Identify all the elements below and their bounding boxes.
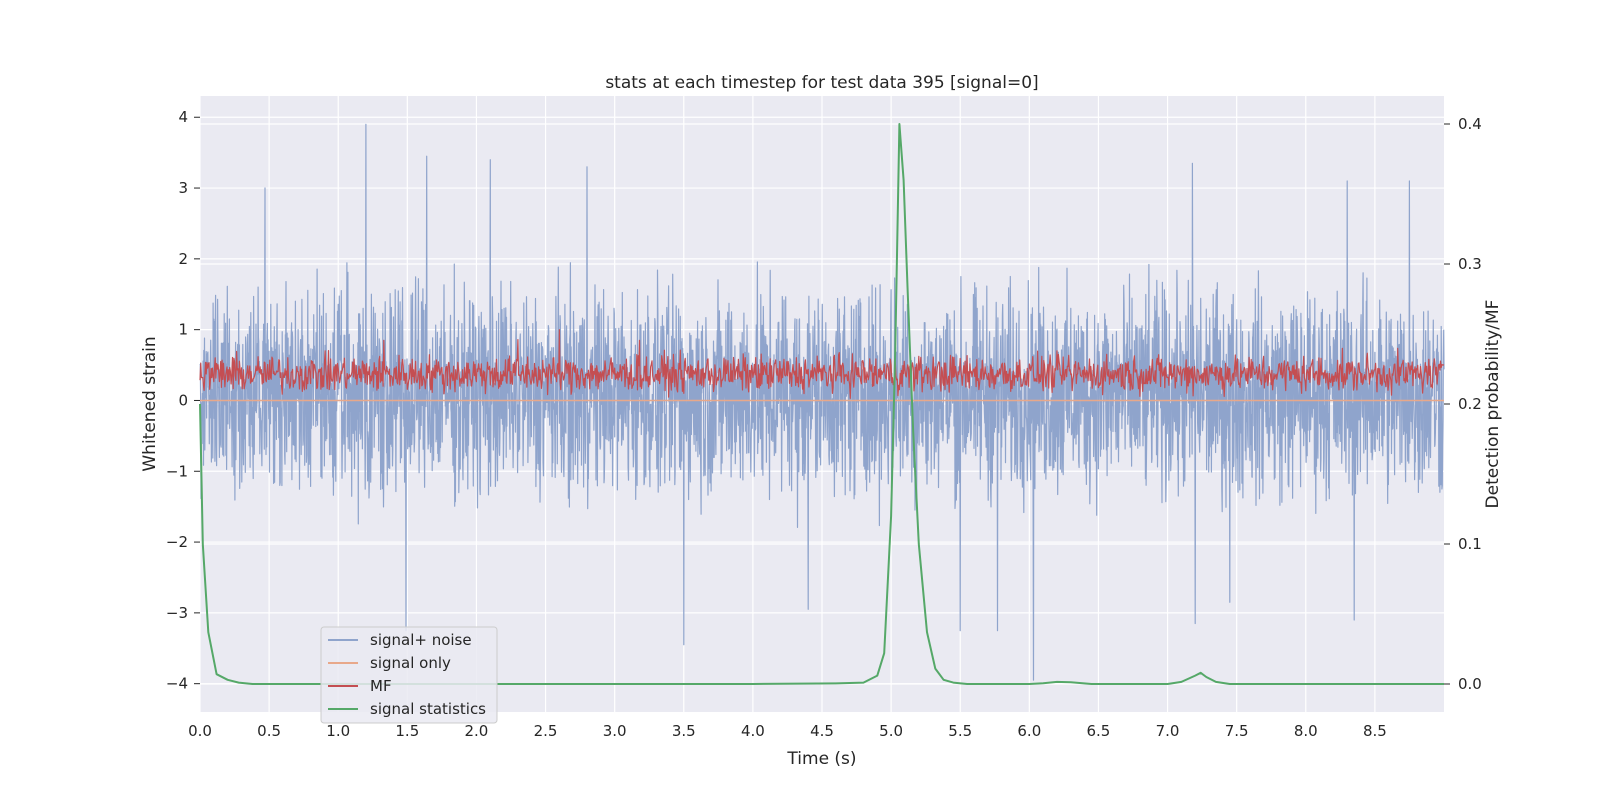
y2-tick-label: 0.3 bbox=[1458, 255, 1482, 273]
legend-label-signal-only: signal only bbox=[370, 654, 451, 672]
x-tick-label: 8.0 bbox=[1294, 722, 1318, 740]
x-tick-label: 1.0 bbox=[326, 722, 350, 740]
y-tick-label: 0 bbox=[178, 391, 188, 409]
x-tick-label: 7.0 bbox=[1156, 722, 1180, 740]
y2-tick-label: 0.1 bbox=[1458, 535, 1482, 553]
y2-tick-label: 0.4 bbox=[1458, 115, 1482, 133]
y2-tick-label: 0.0 bbox=[1458, 675, 1482, 693]
x-tick-label: 6.0 bbox=[1017, 722, 1041, 740]
series-layer bbox=[199, 123, 1445, 685]
x-tick-label: 7.5 bbox=[1225, 722, 1249, 740]
chart-title: stats at each timestep for test data 395… bbox=[605, 73, 1038, 93]
x-tick-label: 6.5 bbox=[1087, 722, 1111, 740]
y-tick-label: 3 bbox=[178, 179, 188, 197]
x-tick-label: 3.5 bbox=[672, 722, 696, 740]
y-tick-label: −4 bbox=[166, 675, 188, 693]
y-tick-label: −1 bbox=[166, 462, 188, 480]
y2-axis-label: Detection probability/MF bbox=[1483, 300, 1503, 509]
series-mf bbox=[199, 329, 1445, 399]
legend-label-signal-statistics: signal statistics bbox=[370, 700, 486, 718]
legend-label-mf: MF bbox=[370, 677, 392, 695]
x-tick-label: 0.0 bbox=[188, 722, 212, 740]
x-tick-label: 2.0 bbox=[465, 722, 489, 740]
series-signal-statistics bbox=[199, 123, 1444, 685]
legend-box bbox=[320, 626, 498, 724]
x-tick-label: 5.0 bbox=[879, 722, 903, 740]
x-tick-label: 4.5 bbox=[810, 722, 834, 740]
x-axis-label: Time (s) bbox=[786, 749, 856, 769]
x-tick-label: 2.5 bbox=[534, 722, 558, 740]
y-axis-label: Whitened strain bbox=[140, 336, 160, 471]
y-tick-label: −2 bbox=[166, 533, 188, 551]
y-tick-label: 4 bbox=[178, 108, 188, 126]
x-tick-label: 8.5 bbox=[1363, 722, 1387, 740]
y2-tick-label: 0.2 bbox=[1458, 395, 1482, 413]
legend-label-signal-noise: signal+ noise bbox=[370, 631, 472, 649]
axes-layer: 0.0 0.5 1.0 1.5 2.0 2.5 3.0 3.5 4.0 4.5 5.0 5.5 6.0 6… bbox=[166, 108, 1482, 740]
x-tick-label: 1.5 bbox=[395, 722, 419, 740]
x-tick-label: 0.5 bbox=[257, 722, 281, 740]
x-tick-label: 4.0 bbox=[741, 722, 765, 740]
x-tick-label: 3.0 bbox=[603, 722, 627, 740]
y-tick-label: −3 bbox=[166, 604, 188, 622]
y-tick-label: 2 bbox=[178, 250, 188, 268]
x-tick-label: 5.5 bbox=[948, 722, 972, 740]
legend: signal+ noise signal only MF signal stat… bbox=[320, 626, 498, 724]
series-signal-noise bbox=[199, 123, 1445, 681]
y-tick-label: 1 bbox=[178, 321, 188, 339]
